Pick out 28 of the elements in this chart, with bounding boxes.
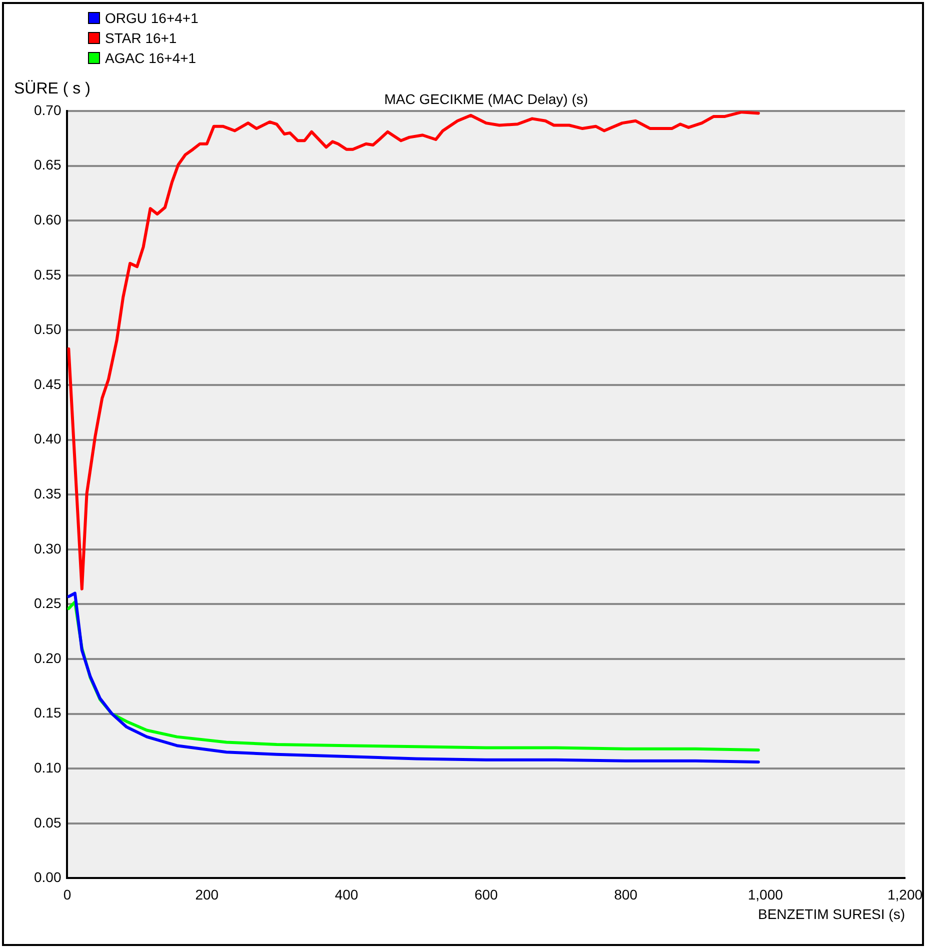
y-tick-label: 0.30	[34, 540, 62, 556]
y-tick-label: 0.25	[34, 595, 62, 612]
legend-label: AGAC 16+4+1	[105, 50, 196, 66]
y-tick-label: 0.35	[34, 485, 62, 502]
x-tick-label: 1,000	[748, 886, 784, 902]
y-tick-label: 0.65	[34, 156, 62, 173]
y-tick-label: 0.70	[34, 102, 62, 118]
y-tick-label: 0.40	[34, 430, 62, 447]
y-tick-label: 0.45	[34, 376, 62, 392]
x-tick-label: 800	[614, 886, 638, 902]
x-tick-label: 0	[63, 886, 72, 902]
x-tick-label: 1,200	[887, 886, 923, 902]
legend-label: ORGU 16+4+1	[105, 10, 198, 26]
y-axis-title: SÜRE ( s )	[14, 79, 90, 98]
chart-title: MAC GECIKME (MAC Delay) (s)	[384, 90, 588, 107]
y-tick-label: 0.10	[34, 759, 62, 776]
x-tick-label: 600	[474, 886, 498, 902]
x-axis-title: BENZETIM SURESI (s)	[758, 906, 905, 922]
y-tick-label: 0.15	[34, 704, 62, 721]
y-tick-label: 0.50	[34, 321, 62, 338]
x-tick-label: 200	[195, 886, 219, 902]
x-tick-label: 400	[334, 886, 358, 902]
y-tick-label: 0.60	[34, 211, 62, 228]
y-tick-label: 0.55	[34, 266, 62, 282]
legend-label: STAR 16+1	[105, 30, 177, 46]
y-tick-label: 0.00	[34, 869, 62, 886]
y-tick-label: 0.20	[34, 650, 62, 666]
y-tick-label: 0.05	[34, 814, 62, 830]
